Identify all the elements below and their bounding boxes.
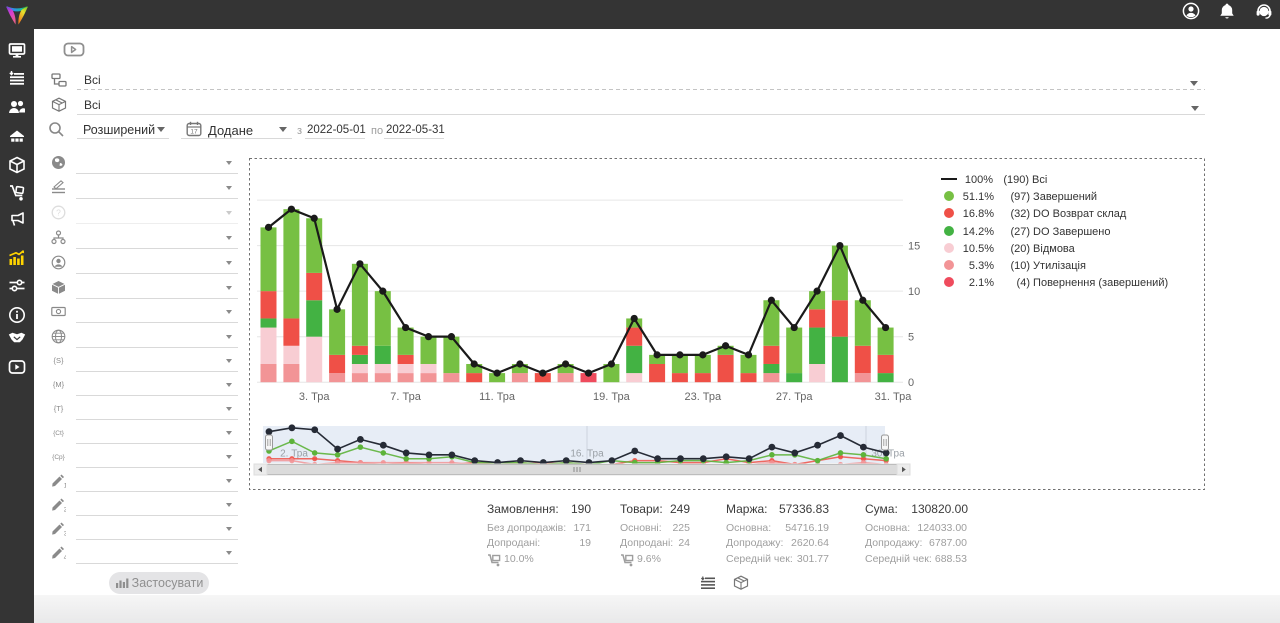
svg-text:?: ? [56,208,61,218]
svg-text:19. Тра: 19. Тра [593,391,631,403]
svg-text:2. Тра: 2. Тра [280,449,308,460]
svg-text:5: 5 [908,332,914,344]
svg-text:7. Тра: 7. Тра [390,391,421,403]
svg-text:3. Тра: 3. Тра [299,391,330,403]
svg-text:{M}: {M} [53,380,65,389]
svg-text:2: 2 [64,507,66,513]
svg-text:17: 17 [190,129,198,136]
svg-text:16. Тра: 16. Тра [570,449,604,460]
svg-text:1: 1 [64,483,66,489]
svg-text:{T}: {T} [54,404,64,413]
svg-text:10: 10 [908,286,920,298]
svg-text:27. Тра: 27. Тра [776,391,814,403]
svg-text:{Cp}: {Cp} [52,454,65,461]
svg-text:0: 0 [908,377,914,389]
svg-text:3: 3 [64,531,66,537]
svg-text:31. Тра: 31. Тра [875,391,913,403]
svg-text:15: 15 [908,241,920,253]
svg-text:23. Тра: 23. Тра [684,391,722,403]
svg-text:{Ct}: {Ct} [53,430,65,437]
svg-text:{S}: {S} [53,356,64,365]
svg-text:4: 4 [64,555,66,561]
svg-text:11. Тра: 11. Тра [479,391,516,403]
